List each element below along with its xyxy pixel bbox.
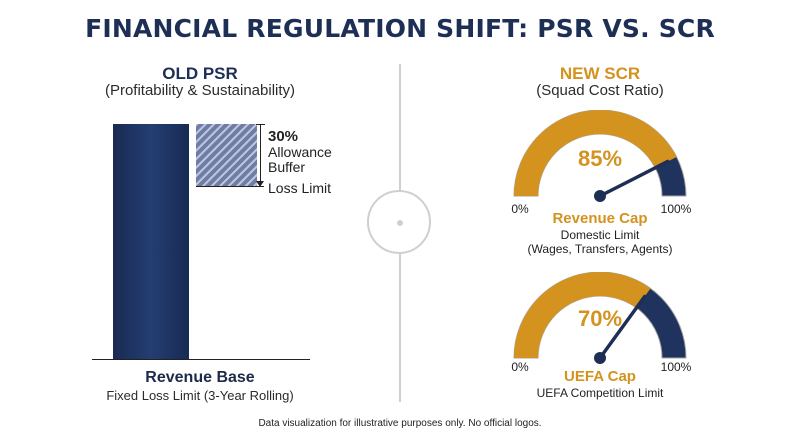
- gauge-needle: [598, 159, 670, 198]
- revenue-cap-gauge: [513, 110, 687, 202]
- revenue-cap-min-label: 0%: [511, 202, 529, 216]
- buffer-percent: 30%: [268, 128, 299, 145]
- psr-header: OLD PSR: [162, 64, 238, 83]
- revenue-base-bar: [113, 124, 189, 359]
- uefa-cap-min-label: 0%: [511, 360, 529, 374]
- uefa-cap-caption: UEFA Cap: [564, 368, 636, 385]
- revenue-cap-desc-line2: (Wages, Transfers, Agents): [527, 242, 673, 256]
- loss-limit-label: Loss Limit: [268, 180, 332, 196]
- uefa-cap-percent: 70%: [577, 306, 623, 331]
- scr-header: NEW SCR: [559, 64, 641, 83]
- revenue-base-sublabel: Fixed Loss Limit (3-Year Rolling): [106, 388, 294, 403]
- revenue-cap-desc-line1: Domestic Limit: [560, 228, 640, 242]
- page-title: FINANCIAL REGULATION SHIFT: PSR VS. SCR: [85, 14, 715, 43]
- scr-subheader: (Squad Cost Ratio): [536, 82, 664, 99]
- gauge-fill: [514, 272, 651, 358]
- arrow-down-icon: [256, 181, 264, 187]
- revenue-base-label: Revenue Base: [145, 369, 255, 386]
- gauge-fill: [514, 110, 677, 196]
- buffer-label-line1: Allowance: [268, 144, 332, 160]
- footer-note: Data visualization for illustrative purp…: [258, 418, 542, 429]
- gauge-needle: [598, 294, 647, 360]
- buffer-arrow-line: [260, 124, 261, 186]
- revenue-cap-percent: 85%: [577, 146, 623, 171]
- gauge-hub: [594, 190, 606, 202]
- buffer-label-line2: Buffer: [268, 159, 306, 175]
- loss-limit-line: [196, 186, 264, 187]
- baseline: [92, 359, 310, 360]
- uefa-cap-gauge: [513, 272, 687, 364]
- allowance-buffer-block: [196, 124, 257, 186]
- uefa-cap-max-label: 100%: [660, 360, 692, 374]
- revenue-cap-caption: Revenue Cap: [552, 210, 648, 227]
- gauge-hub: [594, 352, 606, 364]
- revenue-cap-max-label: 100%: [660, 202, 692, 216]
- center-spot: [397, 220, 403, 226]
- uefa-cap-desc: UEFA Competition Limit: [536, 386, 664, 400]
- psr-subheader: (Profitability & Sustainability): [104, 82, 296, 99]
